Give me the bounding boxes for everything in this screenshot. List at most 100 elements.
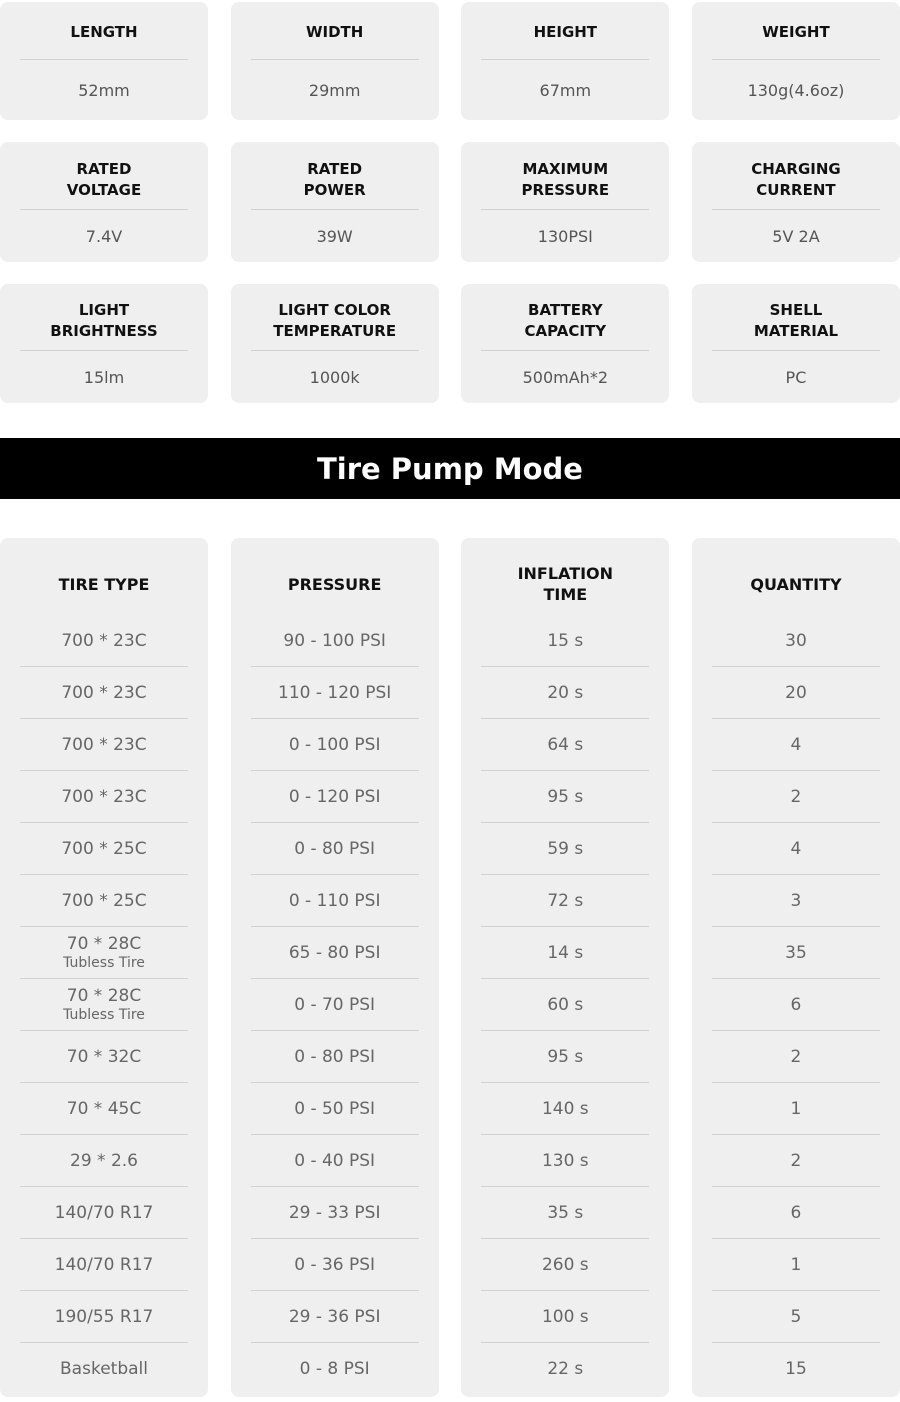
cell-value: 35 <box>785 942 807 963</box>
spec-card: MAXIMUM PRESSURE 130PSI <box>461 142 670 262</box>
cell-value: 0 - 120 PSI <box>288 786 381 807</box>
cell-value: 700 * 23C <box>61 682 147 703</box>
table-cell: 72 s <box>481 875 650 927</box>
spec-value: 29mm <box>308 80 361 100</box>
column-header: PRESSURE <box>287 574 382 594</box>
spec-label: RATED VOLTAGE <box>20 142 188 210</box>
table-column-tire: TIRE TYPE 700 * 23C 700 * 23C 700 * 23C 700 … <box>0 538 208 1397</box>
table-cell: 30 <box>711 615 880 667</box>
cell-value: 29 - 33 PSI <box>288 1202 381 1223</box>
cell-value: 20 s <box>547 682 584 703</box>
spec-label: LIGHT COLOR TEMPERATURE <box>250 284 419 351</box>
table-cell: 4 <box>711 823 880 875</box>
cell-value: 260 s <box>541 1254 589 1275</box>
spec-label: WEIGHT <box>711 2 880 60</box>
table-cell: 0 - 50 PSI <box>250 1083 419 1135</box>
spec-value: 130PSI <box>537 226 593 246</box>
spec-label: MAXIMUM PRESSURE <box>481 142 650 210</box>
table-cell: 90 - 100 PSI <box>250 615 419 667</box>
table-cell: 3 <box>711 875 880 927</box>
table-cell: 1 <box>711 1239 880 1291</box>
spec-card: RATED POWER 39W <box>230 142 439 262</box>
cell-value: 20 <box>785 682 807 703</box>
cell-value: 5 <box>790 1306 802 1327</box>
spec-card: CHARGING CURRENT 5V 2A <box>691 142 900 262</box>
spec-label: HEIGHT <box>481 2 650 60</box>
cell-value: 2 <box>790 786 802 807</box>
spec-card: LENGTH 52mm <box>0 2 208 120</box>
table-cell: 95 s <box>481 771 650 823</box>
cell-value: 29 - 36 PSI <box>288 1306 381 1327</box>
spec-label: CHARGING CURRENT <box>711 142 880 210</box>
spec-card: RATED VOLTAGE 7.4V <box>0 142 208 262</box>
table-cell: 700 * 23C <box>20 667 188 719</box>
table-cell: 700 * 23C <box>20 719 188 771</box>
table-cell: 59 s <box>481 823 650 875</box>
column-header: TIRE TYPE <box>58 574 150 594</box>
table-cell: 0 - 70 PSI <box>250 979 419 1031</box>
cell-value: 6 <box>790 1202 802 1223</box>
spec-label: LIGHT BRIGHTNESS <box>20 284 188 351</box>
table-column-pressure: PRESSURE 90 - 100 PSI 110 - 120 PSI 0 - 100… <box>230 538 439 1397</box>
table-cell: 190/55 R17 <box>20 1291 188 1343</box>
table-cell: 0 - 36 PSI <box>250 1239 419 1291</box>
cell-value: 700 * 23C <box>61 786 147 807</box>
cell-value: 65 - 80 PSI <box>288 942 381 963</box>
cell-value: 14 s <box>547 942 584 963</box>
table-cell: 700 * 25C <box>20 875 188 927</box>
cell-value: 4 <box>790 838 802 859</box>
table-cell: 64 s <box>481 719 650 771</box>
spec-value: 39W <box>316 226 353 246</box>
spec-card: LIGHT BRIGHTNESS 15lm <box>0 284 208 403</box>
cell-value: 90 - 100 PSI <box>283 630 386 651</box>
cell-value: 72 s <box>547 890 584 911</box>
cell-value: 0 - 80 PSI <box>294 1046 376 1067</box>
cell-value: 15 <box>785 1359 807 1379</box>
spec-card: BATTERY CAPACITY 500mAh*2 <box>461 284 670 403</box>
table-cell: 0 - 8 PSI <box>251 1343 419 1395</box>
table-cell: 1 <box>711 1083 880 1135</box>
cell-value: 0 - 70 PSI <box>294 994 376 1015</box>
table-cell: 70 * 28C Tubless Tire <box>20 979 188 1031</box>
table-cell: 2 <box>711 1135 880 1187</box>
cell-value: 70 * 32C <box>66 1046 142 1067</box>
cell-value: 29 * 2.6 <box>70 1150 138 1171</box>
cell-subtext: Tubless Tire <box>63 954 145 971</box>
spec-row-1: LENGTH 52mm WIDTH 29mm HEIGHT 67mm WEIGHT 130g(… <box>0 2 900 120</box>
table-cell: 15 <box>712 1343 880 1395</box>
spec-card: WEIGHT 130g(4.6oz) <box>691 2 900 120</box>
table-cell: 15 s <box>481 615 650 667</box>
cell-value: 2 <box>790 1150 802 1171</box>
table-cell: 29 - 36 PSI <box>250 1291 419 1343</box>
cell-value: 190/55 R17 <box>54 1306 154 1327</box>
table-cell: 70 * 32C <box>20 1031 188 1083</box>
table-cell: 70 * 28C Tubless Tire <box>20 927 188 979</box>
cell-value: 15 s <box>547 630 584 651</box>
table-cell: 20 s <box>481 667 650 719</box>
table-column-qty: QUANTITY 30 20 4 2 4 3 35 6 2 1 2 6 1 5 15 <box>691 538 900 1397</box>
table-cell: 0 - 100 PSI <box>250 719 419 771</box>
table-cell: 6 <box>711 979 880 1031</box>
table-cell: 140 s <box>481 1083 650 1135</box>
cell-value: 60 s <box>547 994 584 1015</box>
table-cell: 100 s <box>481 1291 650 1343</box>
table-cell: 700 * 23C <box>20 771 188 823</box>
table-cell: 0 - 110 PSI <box>250 875 419 927</box>
spec-value: PC <box>785 367 807 387</box>
table-cell: 65 - 80 PSI <box>250 927 419 979</box>
table-cell: 4 <box>711 719 880 771</box>
table-cell: 0 - 40 PSI <box>250 1135 419 1187</box>
cell-value: 70 * 45C <box>66 1098 142 1119</box>
spec-card: LIGHT COLOR TEMPERATURE 1000k <box>230 284 439 403</box>
spec-card: HEIGHT 67mm <box>461 2 670 120</box>
spec-label: WIDTH <box>250 2 419 60</box>
table-cell: 260 s <box>481 1239 650 1291</box>
cell-value: 700 * 23C <box>61 630 147 651</box>
cell-value: 0 - 8 PSI <box>299 1359 370 1379</box>
table-cell: Basketball <box>20 1343 188 1395</box>
spec-value: 52mm <box>78 80 130 100</box>
cell-value: 3 <box>790 890 802 911</box>
cell-value: 140 s <box>541 1098 589 1119</box>
table-cell: 14 s <box>481 927 650 979</box>
spec-value: 7.4V <box>85 226 123 246</box>
